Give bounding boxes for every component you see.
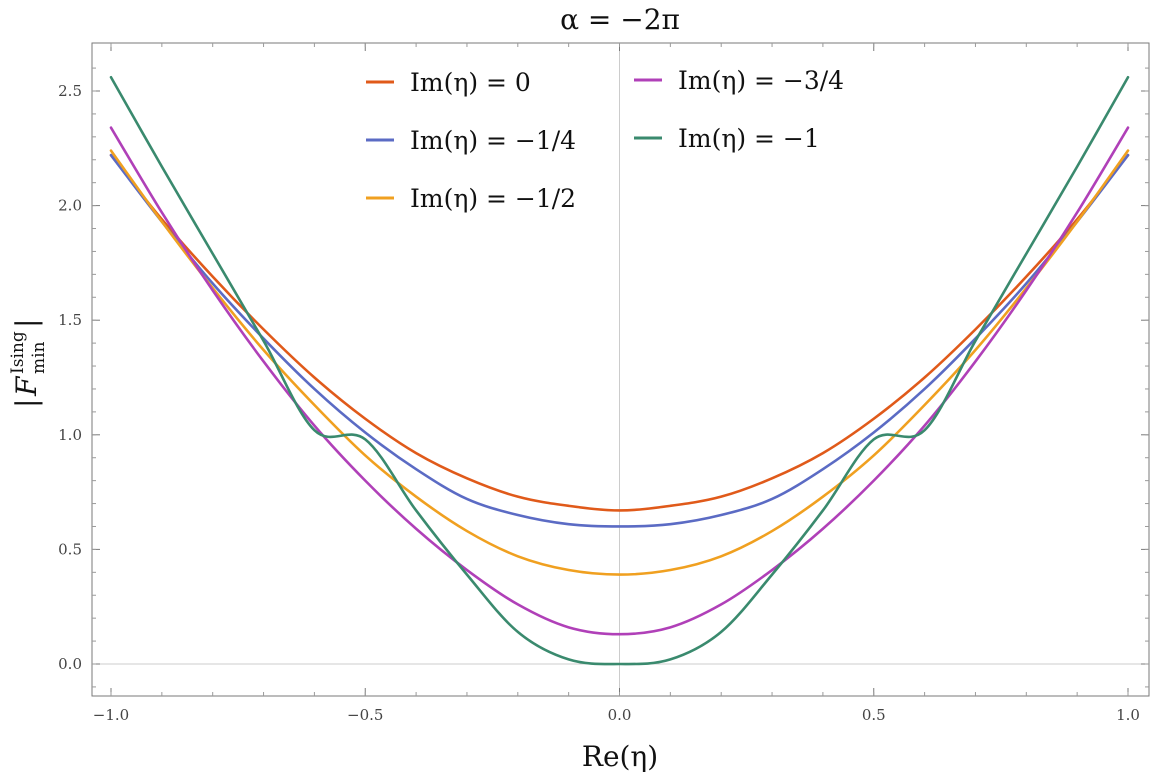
y-tick-label: 2.5 [58, 82, 82, 100]
y-axis-label: | F Ising min | [8, 319, 49, 408]
x-tick-label: −1.0 [93, 706, 129, 724]
x-tick-label: −0.5 [347, 706, 383, 724]
x-tick-label: 0.0 [608, 706, 632, 724]
series-line-1 [109, 153, 1130, 512]
chart-title: α = −2π [560, 3, 680, 36]
legend-label-5: Im(η) = −1 [678, 124, 820, 153]
legend-label-1: Im(η) = 0 [410, 68, 531, 97]
series-lines [109, 75, 1130, 666]
y-tick-label: 1.0 [58, 426, 82, 444]
plot-frame [91, 42, 1150, 697]
series-line-2 [109, 153, 1130, 528]
legend-label-2: Im(η) = −1/4 [410, 126, 576, 155]
y-label-right-bar: | [10, 319, 43, 328]
y-tick-label: 0.5 [58, 540, 82, 558]
legend: Im(η) = 0 Im(η) = −1/4 Im(η) = −1/2 Im(η) =… [366, 66, 844, 213]
legend-label-4: Im(η) = −3/4 [678, 66, 844, 95]
tick-labels: −1.0 −0.5 0.0 0.5 1.0 0.0 0.5 1.0 1.5 2.0 2.5 [58, 82, 1140, 724]
y-tick-label: 2.0 [58, 197, 82, 215]
series-line-5 [109, 75, 1130, 666]
axis-ticks [92, 43, 1149, 696]
y-label-superscript: Ising [8, 331, 28, 374]
x-tick-label: 1.0 [1116, 706, 1140, 724]
y-tick-label: 1.5 [58, 311, 82, 329]
x-axis-label: Re(η) [582, 740, 658, 773]
legend-label-3: Im(η) = −1/2 [410, 184, 576, 213]
y-label-subscript: min [29, 341, 49, 374]
y-label-left-bar: | [10, 399, 43, 408]
series-line-4 [109, 126, 1130, 636]
x-tick-label: 0.5 [862, 706, 886, 724]
y-label-base: F [10, 375, 43, 397]
series-line-3 [109, 149, 1130, 576]
y-tick-label: 0.0 [58, 655, 82, 673]
